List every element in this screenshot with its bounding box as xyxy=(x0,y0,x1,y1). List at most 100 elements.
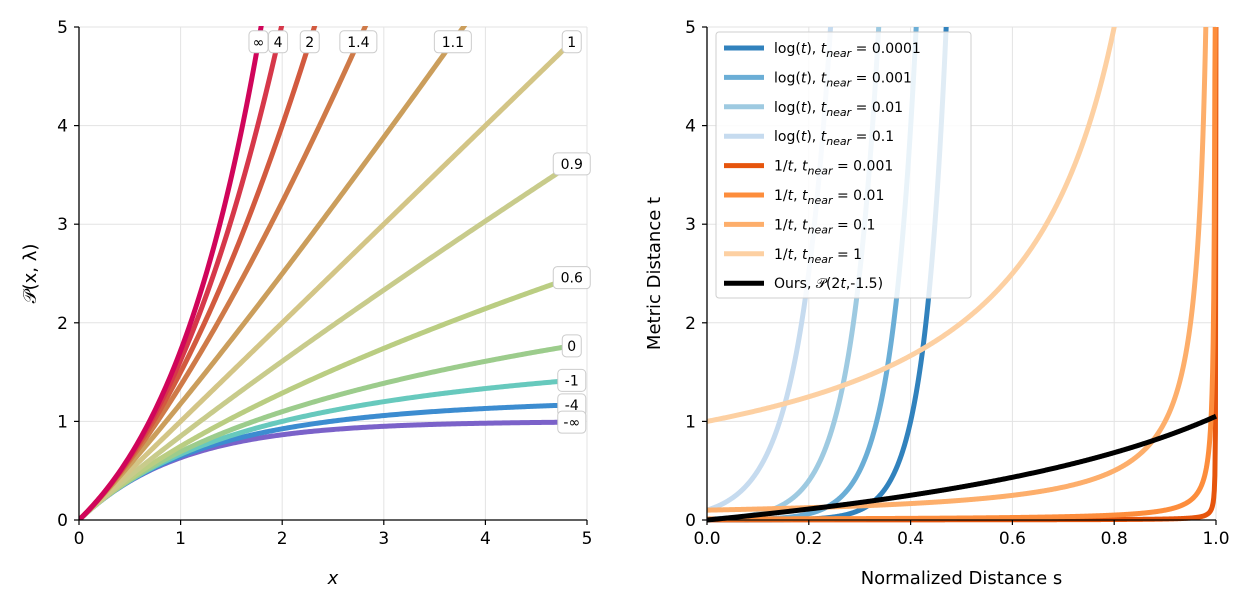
curve-label-1: 1 xyxy=(561,30,582,54)
x-tick-label: 5 xyxy=(582,529,593,549)
y-tick-label: 2 xyxy=(57,314,68,334)
curve-label-box xyxy=(557,410,587,434)
left-curves xyxy=(79,26,574,520)
legend-item: log(t), tnear = 0.01 xyxy=(724,100,903,119)
curve-label-2: 2 xyxy=(299,30,320,54)
curve-inv-1 xyxy=(707,27,1117,424)
curve-label-text: 0 xyxy=(567,339,576,355)
legend-item: Ours, 𝒫(2t,-1.5) xyxy=(724,276,883,292)
x-tick-label: 0.6 xyxy=(999,529,1026,549)
legend-label: log(t), tnear = 0.1 xyxy=(774,129,894,148)
y-tick-label: 0 xyxy=(57,511,68,531)
curve-label-text: 4 xyxy=(274,35,283,51)
legend-label: 1/t, tnear = 1 xyxy=(774,247,862,266)
curve-label-box xyxy=(561,30,582,54)
curve-label-0.9: 0.9 xyxy=(552,152,591,176)
legend-label: log(t), tnear = 0.0001 xyxy=(774,41,921,60)
curve-lambda-1.4 xyxy=(79,26,369,520)
right-chart-metric-distance: 0.0 0.2 0.4 0.6 0.8 1.0 0 1 2 3 4 5 log(t), tnear = … xyxy=(644,18,1230,589)
curve-label--1: -1 xyxy=(557,368,587,392)
curve-label-0.6: 0.6 xyxy=(552,266,591,290)
legend-item: log(t), tnear = 0.0001 xyxy=(724,41,921,60)
left-chart-power-ladder: ∞ 4 2 1.4 1.1 1 0.9 0.6 0 -1 -4-∞ 0 1 2 3 4 5 0 1 2 3 4 5 x 𝒫(x,… xyxy=(20,18,592,589)
y-tick-label: 4 xyxy=(57,117,68,137)
left-ticks: 0 1 2 3 4 5 0 1 2 3 4 5 xyxy=(57,18,592,549)
legend-item: 1/t, tnear = 0.01 xyxy=(724,188,884,207)
x-tick-label: 0.8 xyxy=(1101,529,1128,549)
curve-inv-0.1 xyxy=(707,27,1209,513)
x-tick-label: 0.0 xyxy=(693,529,720,549)
curve-label-text: 2 xyxy=(305,35,314,51)
curve-label-1.1: 1.1 xyxy=(433,30,472,54)
x-tick-label: 3 xyxy=(378,529,389,549)
legend-label: 1/t, tnear = 0.1 xyxy=(774,217,875,236)
curve-label-box xyxy=(299,30,320,54)
legend-item: log(t), tnear = 0.001 xyxy=(724,70,912,89)
y-tick-label: 3 xyxy=(57,215,68,235)
y-tick-label: 5 xyxy=(685,18,696,38)
x-axis-label: x xyxy=(327,568,339,589)
curve-label-box xyxy=(552,152,591,176)
legend-item: 1/t, tnear = 1 xyxy=(724,247,862,266)
y-tick-label: 3 xyxy=(685,215,696,235)
curve-label-text: 0.9 xyxy=(561,157,583,173)
curve-label-box xyxy=(268,30,289,54)
x-tick-label: 0 xyxy=(74,529,85,549)
curve-label-text: -4 xyxy=(565,398,579,414)
x-axis-label: Normalized Distance s xyxy=(861,568,1063,589)
legend-item: 1/t, tnear = 0.001 xyxy=(724,159,893,178)
curve-label-text: 1 xyxy=(567,35,576,51)
right-ticks: 0.0 0.2 0.4 0.6 0.8 1.0 0 1 2 3 4 5 xyxy=(685,18,1229,549)
legend-box xyxy=(715,31,972,299)
curve-label-text: 1.4 xyxy=(347,35,369,51)
curve-label-text: 0.6 xyxy=(561,271,583,287)
curve-lambda-0 xyxy=(79,343,573,520)
x-tick-label: 4 xyxy=(480,529,491,549)
curve-inv-0.01 xyxy=(707,27,1218,522)
curve-label-box xyxy=(561,334,582,358)
curve-label-4: 4 xyxy=(268,30,289,54)
y-tick-label: 1 xyxy=(685,412,696,432)
curve-label-0: 0 xyxy=(561,334,582,358)
x-tick-label: 1 xyxy=(175,529,186,549)
y-axis-label: 𝒫(x, λ) xyxy=(20,244,41,304)
curve-label-box xyxy=(552,266,591,290)
curve-label--∞: -∞ xyxy=(557,410,587,434)
curve-lambda-∞ xyxy=(79,26,264,520)
legend-item: 1/t, tnear = 0.1 xyxy=(724,217,875,236)
x-tick-label: 1.0 xyxy=(1202,529,1229,549)
curve-label-text: 1.1 xyxy=(442,35,464,51)
curve-lambda-1.1 xyxy=(79,26,468,520)
curve-label-∞: ∞ xyxy=(248,30,269,54)
curve-lambda-0.9 xyxy=(79,161,574,520)
curve-label-box xyxy=(433,30,472,54)
y-tick-label: 5 xyxy=(57,18,68,38)
curve-lambda-2 xyxy=(79,26,318,520)
y-axis-label: Metric Distance t xyxy=(644,197,665,350)
y-tick-label: 0 xyxy=(685,511,696,531)
curve-label-box xyxy=(339,30,378,54)
legend-label: 1/t, tnear = 0.01 xyxy=(774,188,884,207)
curve-ours-ours xyxy=(707,413,1218,523)
legend-item: log(t), tnear = 0.1 xyxy=(724,129,894,148)
y-tick-label: 2 xyxy=(685,314,696,334)
legend-label: 1/t, tnear = 0.001 xyxy=(774,159,893,178)
curve-lambda-1 xyxy=(79,39,574,520)
y-tick-label: 1 xyxy=(57,412,68,432)
x-tick-label: 0.2 xyxy=(795,529,822,549)
curve-label-1.4: 1.4 xyxy=(339,30,378,54)
legend-label: Ours, 𝒫(2t,-1.5) xyxy=(774,276,883,292)
curve-label-box xyxy=(248,30,269,54)
curve-label-text: -1 xyxy=(565,373,579,389)
y-tick-label: 4 xyxy=(685,117,696,137)
curve-lambda-0.6 xyxy=(79,275,573,520)
legend-label: log(t), tnear = 0.001 xyxy=(774,70,912,89)
curve-label-box xyxy=(557,368,587,392)
curve-label-text: -∞ xyxy=(563,415,580,431)
legend-label: log(t), tnear = 0.01 xyxy=(774,100,903,119)
left-curve-labels: ∞ 4 2 1.4 1.1 1 0.9 0.6 0 -1 -4-∞ xyxy=(248,30,591,434)
x-tick-label: 0.4 xyxy=(897,529,924,549)
curve-label-text: ∞ xyxy=(253,35,265,51)
x-tick-label: 2 xyxy=(277,529,288,549)
